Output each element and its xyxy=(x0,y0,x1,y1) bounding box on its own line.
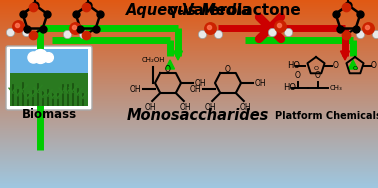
Text: Monosaccharides: Monosaccharides xyxy=(127,108,269,124)
Text: Biomass: Biomass xyxy=(22,108,77,121)
Text: OH: OH xyxy=(240,103,252,112)
Text: HO: HO xyxy=(287,61,300,70)
Text: O: O xyxy=(315,71,321,80)
Text: OH: OH xyxy=(255,79,266,87)
Bar xyxy=(10,49,88,75)
Text: O: O xyxy=(353,66,358,71)
Text: O: O xyxy=(333,61,339,70)
Text: γ-Valerolactone: γ-Valerolactone xyxy=(168,2,302,17)
Text: CH₂OH: CH₂OH xyxy=(141,57,165,63)
Polygon shape xyxy=(166,60,175,69)
Polygon shape xyxy=(349,60,358,69)
Text: OH: OH xyxy=(195,79,207,87)
Text: OH: OH xyxy=(129,84,141,93)
FancyBboxPatch shape xyxy=(6,46,92,110)
Text: O: O xyxy=(225,64,231,74)
Text: O: O xyxy=(165,64,171,74)
Text: O: O xyxy=(371,61,377,70)
Text: OH: OH xyxy=(144,103,156,112)
Text: Platform Chemicals: Platform Chemicals xyxy=(275,111,378,121)
Text: OH: OH xyxy=(204,103,216,112)
Text: Aqueous Media: Aqueous Media xyxy=(126,2,252,17)
Polygon shape xyxy=(174,51,183,60)
Polygon shape xyxy=(341,51,350,60)
Text: CH₃: CH₃ xyxy=(330,85,343,91)
Text: OH: OH xyxy=(180,103,192,112)
Text: HO: HO xyxy=(283,83,296,92)
Text: O: O xyxy=(313,66,319,71)
Bar xyxy=(10,73,88,106)
Text: O: O xyxy=(295,71,301,80)
Text: OH: OH xyxy=(189,84,201,93)
